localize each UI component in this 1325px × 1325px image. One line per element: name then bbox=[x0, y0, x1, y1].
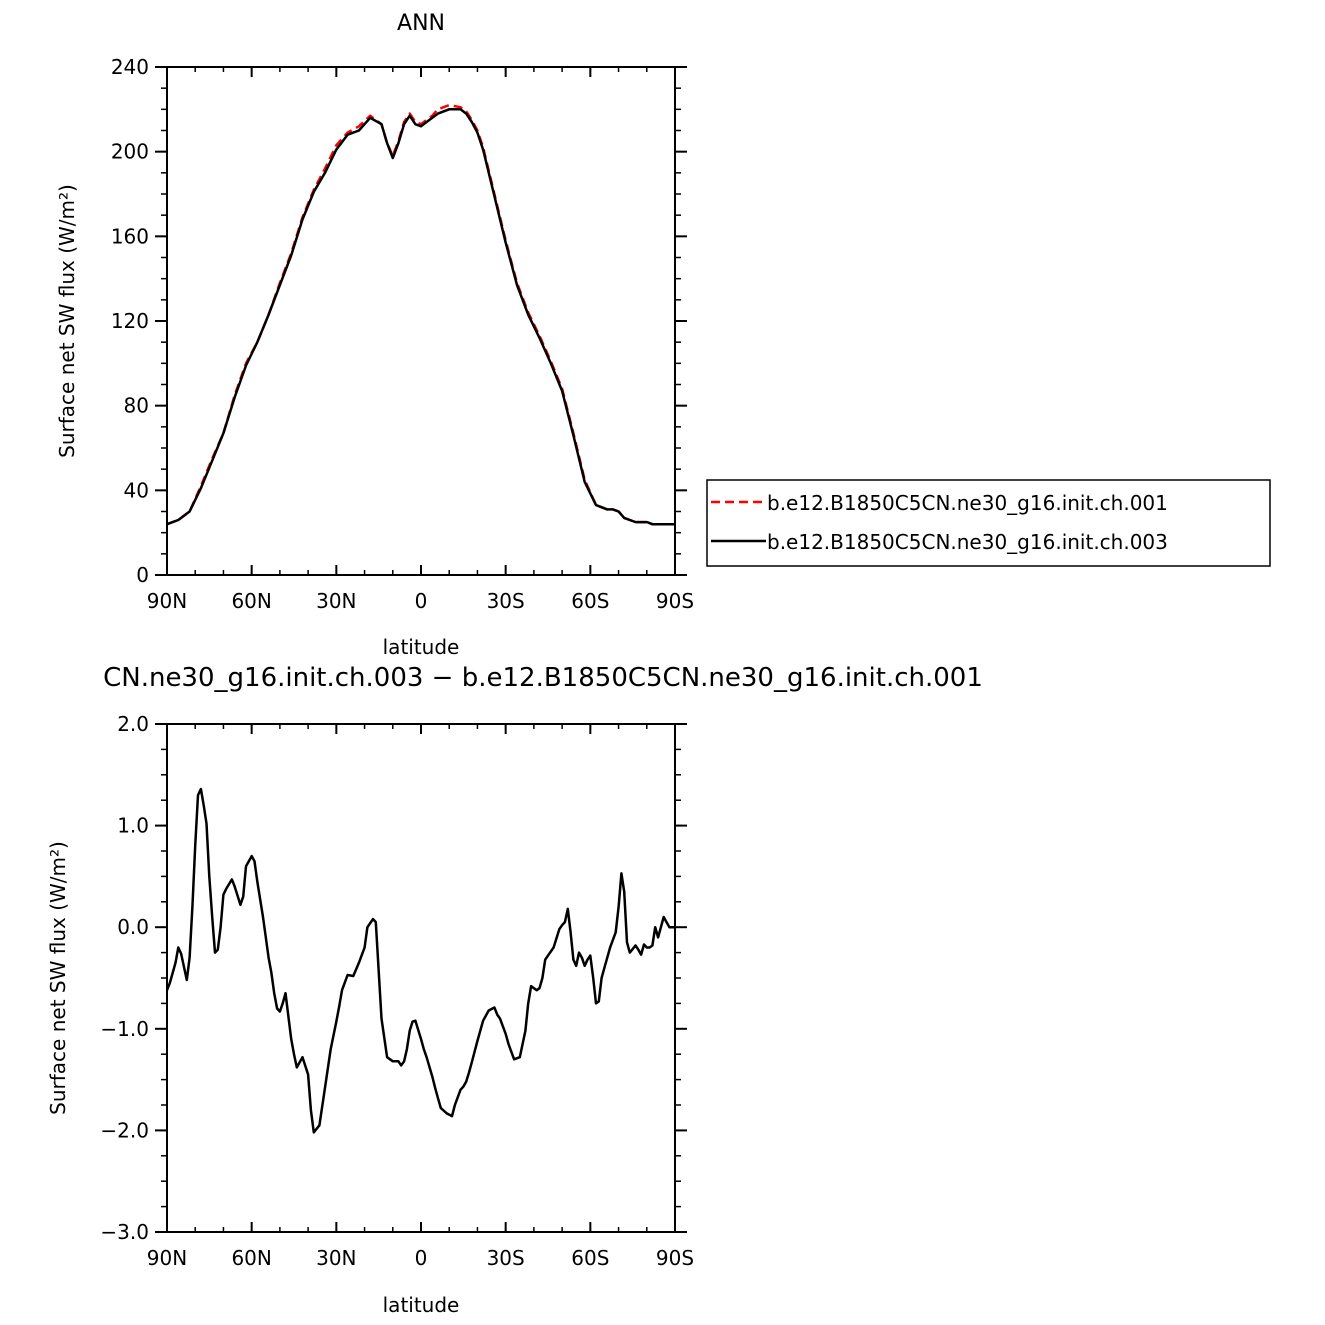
top-xtick-label: 30S bbox=[487, 589, 525, 613]
bottom-chart-xlabel: latitude bbox=[383, 1293, 460, 1317]
top-chart-frame bbox=[166, 66, 676, 576]
top-ytick-label: 120 bbox=[111, 309, 149, 333]
bottom-ytick-label: 1.0 bbox=[117, 814, 149, 838]
bottom-chart-ylabel: Surface net SW flux (W/m²) bbox=[46, 841, 70, 1115]
bottom-chart-title: CN.ne30_g16.init.ch.003 − b.e12.B1850C5C… bbox=[103, 663, 983, 693]
bottom-xtick-label: 90S bbox=[656, 1246, 694, 1270]
top-chart-panel: ANN Surface net SW flux (W/m²) latitude … bbox=[55, 11, 694, 659]
top-chart-ylabel: Surface net SW flux (W/m²) bbox=[55, 184, 79, 458]
bottom-xtick-label: 30S bbox=[487, 1246, 525, 1270]
top-xtick-label: 0 bbox=[415, 589, 428, 613]
top-ytick-label: 160 bbox=[111, 224, 149, 248]
bottom-ytick-label: 2.0 bbox=[117, 712, 149, 736]
top-ytick-label: 80 bbox=[124, 394, 149, 418]
legend-label-series-2: b.e12.B1850C5CN.ne30_g16.init.ch.003 bbox=[767, 530, 1168, 554]
top-xtick-label: 90S bbox=[656, 589, 694, 613]
bottom-xtick-label: 30N bbox=[316, 1246, 356, 1270]
bottom-ytick-label: −1.0 bbox=[100, 1017, 149, 1041]
bottom-chart-panel: CN.ne30_g16.init.ch.003 − b.e12.B1850C5C… bbox=[46, 663, 983, 1317]
top-xtick-label: 30N bbox=[316, 589, 356, 613]
top-chart-series bbox=[166, 103, 675, 526]
bottom-series-line-1 bbox=[165, 787, 675, 1134]
bottom-ytick-label: −3.0 bbox=[100, 1220, 149, 1244]
top-series-line-2 bbox=[166, 108, 675, 526]
top-xtick-label: 90N bbox=[147, 589, 187, 613]
bottom-ytick-label: −2.0 bbox=[100, 1118, 149, 1142]
top-series-line-1 bbox=[166, 103, 675, 526]
legend-label-series-1: b.e12.B1850C5CN.ne30_g16.init.ch.001 bbox=[767, 491, 1168, 515]
top-chart-title: ANN bbox=[397, 11, 445, 36]
top-chart-xlabel: latitude bbox=[383, 635, 460, 659]
bottom-xtick-label: 60S bbox=[571, 1246, 609, 1270]
legend: b.e12.B1850C5CN.ne30_g16.init.ch.001 b.e… bbox=[706, 479, 1271, 567]
bottom-xtick-label: 0 bbox=[415, 1246, 428, 1270]
bottom-ytick-label: 0.0 bbox=[117, 915, 149, 939]
top-ytick-label: 240 bbox=[111, 55, 149, 79]
top-ytick-label: 40 bbox=[124, 478, 149, 502]
bottom-chart-frame bbox=[166, 723, 676, 1233]
legend-box bbox=[706, 479, 1271, 567]
top-chart-ticks: 90N 60N 30N 0 30S 60S 90S 0 40 80 120 160 200 240 bbox=[111, 55, 694, 613]
top-ytick-label: 200 bbox=[111, 140, 149, 164]
bottom-chart-ticks: 90N 60N 30N 0 30S 60S 90S −3.0 −2.0 −1.0 0.0 1.0 2.0 bbox=[100, 712, 694, 1270]
bottom-xtick-label: 60N bbox=[231, 1246, 271, 1270]
top-xtick-label: 60N bbox=[231, 589, 271, 613]
bottom-xtick-label: 90N bbox=[147, 1246, 187, 1270]
bottom-chart-series bbox=[165, 787, 675, 1134]
top-ytick-label: 0 bbox=[136, 563, 149, 587]
top-xtick-label: 60S bbox=[571, 589, 609, 613]
